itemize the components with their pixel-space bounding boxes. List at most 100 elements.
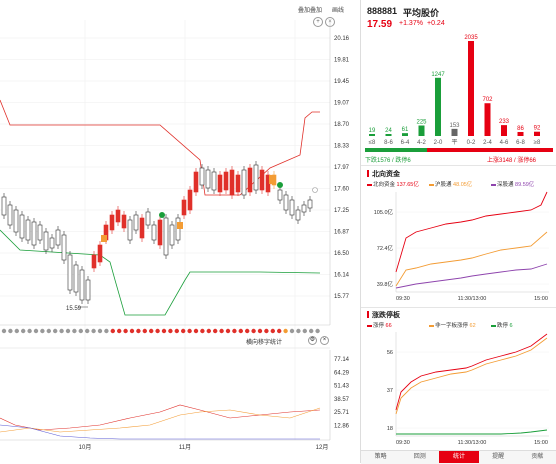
candle [235,174,241,193]
breadth-bar [365,148,553,152]
index-code: 888881 [367,6,398,16]
distribution-value: 2035 [464,35,478,41]
candle [289,199,295,216]
legend-name: 涨停 [373,323,385,329]
signal-dot [161,328,167,334]
signal-dot [40,328,45,334]
northbound-chart[interactable]: 105.0亿 72.4亿 39.8亿 09:30 11:30/13:00 15:00 [361,190,556,306]
signal-dot [123,328,128,334]
signal-dot [187,328,192,334]
candle [253,164,259,191]
price-tick: 16.14 [334,273,350,279]
candle [13,209,19,233]
month-label: 12月 [316,444,329,451]
distribution-value: 92 [534,126,541,132]
candle [73,264,79,293]
tab-3[interactable]: 提醒 [492,454,505,460]
signal-dot [21,328,26,334]
series-line [395,263,548,289]
limit-title: 涨跌停板 [372,312,400,319]
candle [49,237,55,249]
buy-marker-icon [101,235,107,242]
candle [85,279,91,301]
candle [259,169,265,191]
y-tick: 39.8亿 [377,280,394,288]
signal-dot [174,328,179,334]
distribution-category: ≤8 [369,140,376,146]
signal-dot [129,328,135,334]
distribution-value: 19 [369,128,376,134]
signal-dot [206,328,211,334]
legend-item: 非一字板涨停 62 [429,321,476,329]
draw-button[interactable]: 画线 [332,8,345,14]
indicator-tick: 12.86 [334,424,350,430]
candle [67,254,73,291]
signal-dot [257,328,263,334]
distribution-bar [484,103,491,136]
tab-0[interactable]: 策略 [374,454,387,460]
distribution-bar [435,77,441,136]
price-tick: 19.45 [334,79,350,85]
distribution-bar [517,131,524,136]
candle [187,189,193,211]
kline-chart[interactable]: 20.16 19.81 19.45 19.07 18.70 18.33 17.97 17.60… [0,0,360,463]
tab-1[interactable]: 回测 [413,454,426,460]
limit-chart[interactable]: 56 37 18 09:30 11:30/13:00 15:00 [361,330,556,450]
candle [139,217,145,239]
distribution-bar [369,134,375,136]
indicator-tick: 38.57 [334,397,350,403]
candle [301,204,307,213]
price-tick: 17.60 [334,187,350,193]
series-line [396,429,548,435]
distribution-value: 61 [402,127,409,133]
candle [277,189,283,201]
signal-dot [225,328,231,334]
signal-dot [53,328,58,334]
overlay-button[interactable]: 叠加叠加 [298,8,323,14]
low-price-label: 15.59 [66,306,82,312]
price-tick: 17.25 [334,208,350,214]
signal-dot [136,328,141,334]
signal-dot [78,328,84,334]
signal-dot [104,328,109,334]
distribution-category: 4-2 [417,140,426,146]
distribution-bar [501,125,507,136]
indicator-tick: 51.43 [334,384,350,390]
distribution-category: 2-0 [434,140,443,146]
tab-4[interactable]: 贡献 [531,454,544,460]
signal-dot [270,328,275,334]
indicator-close-icon[interactable]: × [320,336,329,345]
series-line [395,191,548,273]
candle [181,199,187,216]
signal-dot [315,328,320,334]
y-tick: 18 [387,426,393,432]
signal-dot [213,328,218,334]
index-change: +0.24 [427,20,445,27]
x-tick: 11:30/13:00 [458,296,487,302]
candle [97,244,103,263]
indicator-settings-icon[interactable]: ⚙ [308,336,317,345]
distribution-value: 1247 [431,72,445,78]
distribution-category: 6-8 [516,140,525,146]
x-tick: 09:30 [396,296,410,302]
index-name: 平均股价 [403,8,440,18]
signal-dot [296,328,301,334]
candle [79,269,85,301]
tab-2[interactable]: 统计 [439,451,479,463]
indicator-tick: 64.29 [334,370,350,376]
signal-dot [59,328,64,334]
zoom-in-icon[interactable]: + [313,17,323,27]
y-tick: 105.0亿 [374,208,394,216]
price-tick: 16.87 [334,230,350,236]
legend-item: 涨停 66 [367,321,392,329]
indicator-tick: 77.14 [334,357,350,363]
price-tick: 20.16 [334,36,350,42]
signal-dot [1,328,7,334]
candle [211,171,217,191]
candle [169,224,175,246]
series-line [395,333,548,411]
signal-dot [238,328,243,334]
candle [19,214,25,239]
signal-dot [168,328,173,334]
legend-value: 89.59亿 [513,182,535,188]
